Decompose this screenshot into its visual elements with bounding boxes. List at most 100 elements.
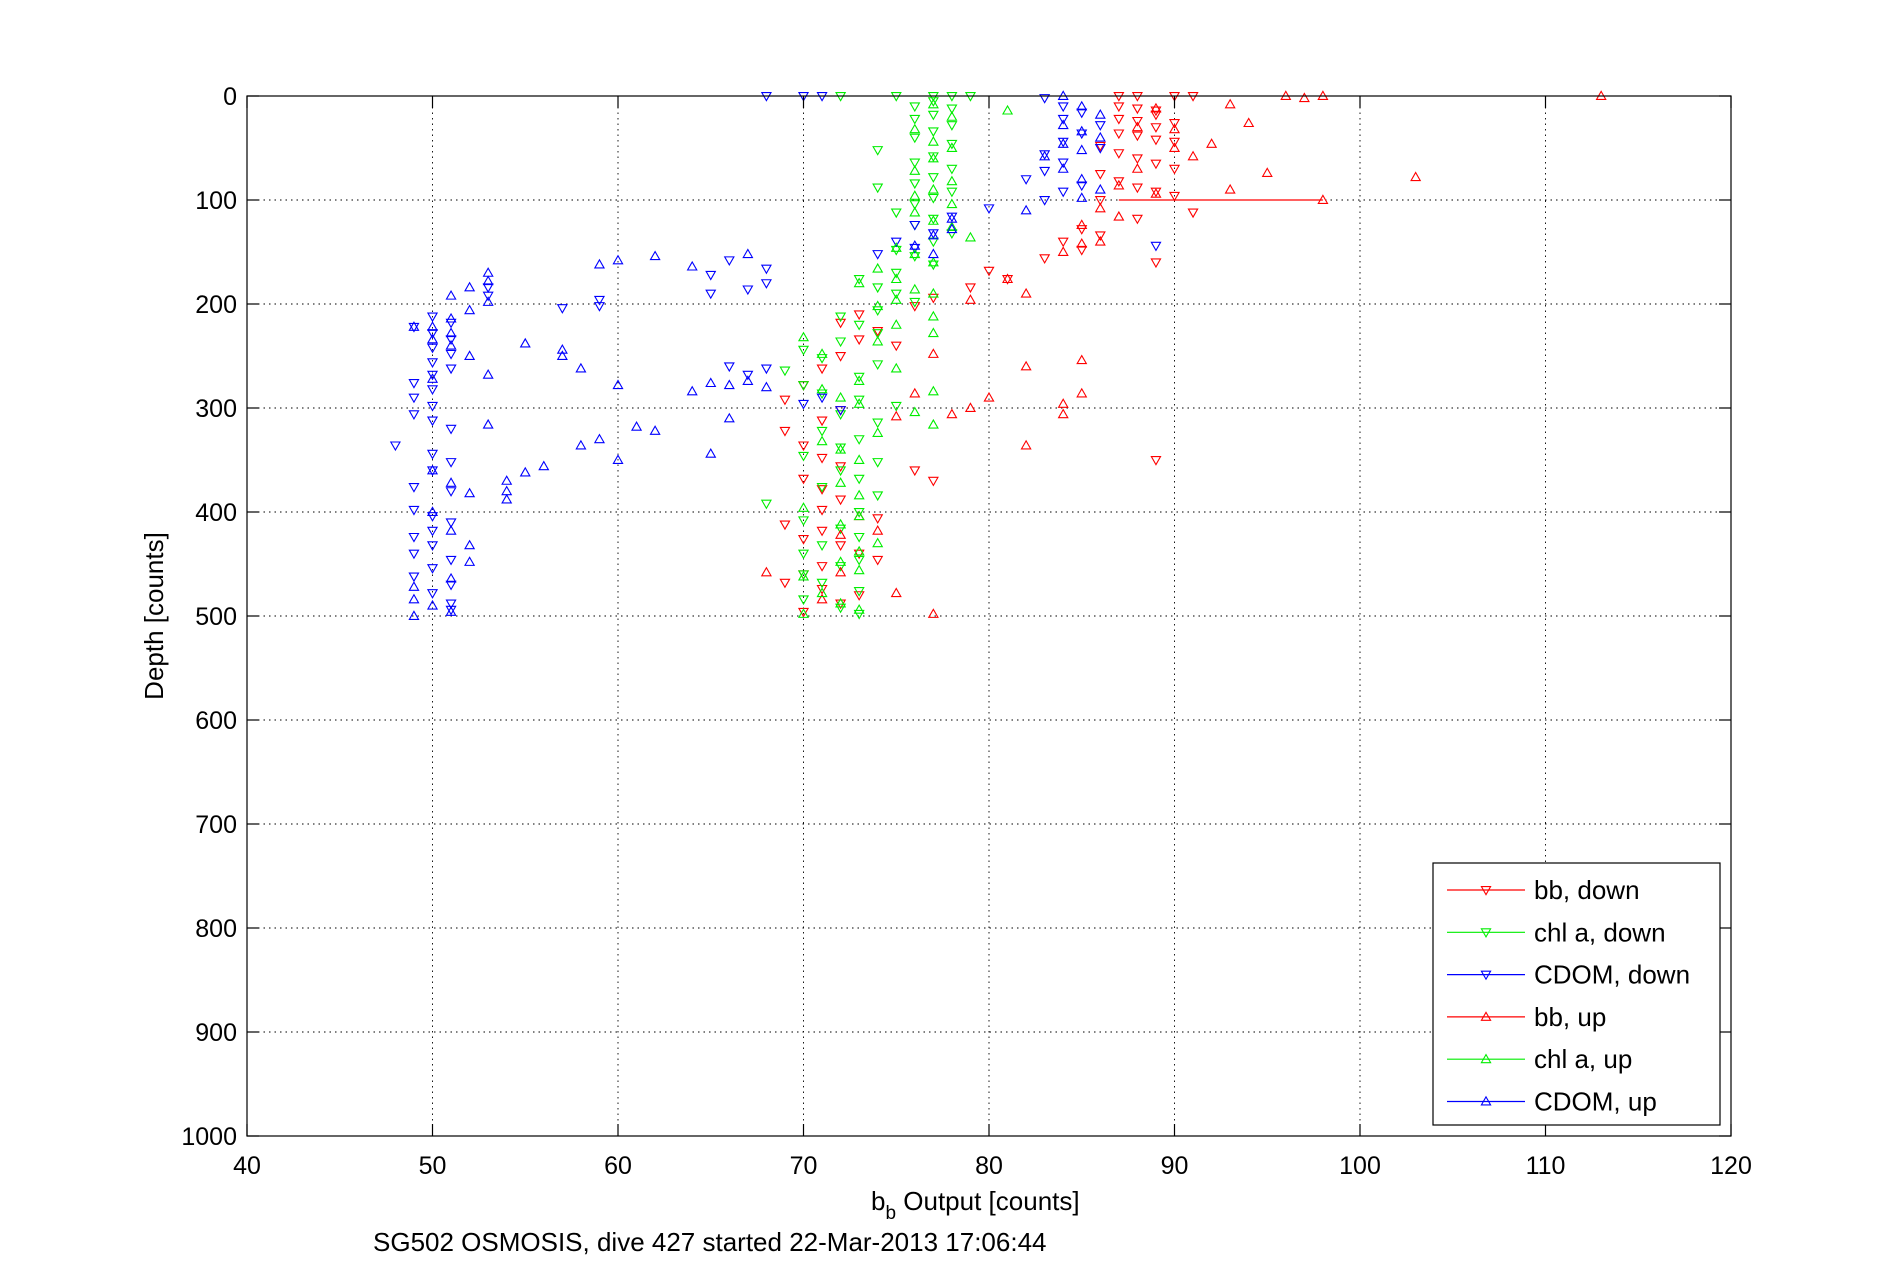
x-tick-label: 120	[1710, 1152, 1752, 1180]
data-point	[519, 337, 531, 348]
data-point	[927, 173, 939, 183]
data-point	[519, 466, 531, 477]
data-point	[445, 349, 457, 360]
data-point	[445, 487, 457, 497]
data-point	[426, 321, 439, 331]
data-point	[445, 327, 457, 338]
data-point	[779, 395, 791, 406]
data-point	[1094, 183, 1106, 194]
data-point	[779, 520, 791, 531]
data-point	[853, 435, 865, 445]
data-point	[853, 275, 865, 285]
data-point	[445, 477, 457, 487]
data-point	[705, 289, 717, 300]
series-group	[408, 90, 1106, 621]
data-point	[872, 329, 884, 339]
data-point	[872, 427, 884, 437]
y-axis-label: Depth [counts]	[139, 532, 169, 700]
data-point	[797, 345, 810, 356]
data-point	[426, 506, 439, 517]
data-point	[927, 136, 939, 146]
data-point	[927, 327, 939, 338]
data-point	[909, 387, 921, 398]
data-point	[835, 406, 847, 416]
x-tick-label: 90	[1161, 1152, 1189, 1180]
legend-marker	[1480, 928, 1492, 939]
data-point	[1150, 188, 1162, 198]
data-point	[797, 595, 810, 606]
data-point	[538, 460, 550, 471]
data-point	[649, 425, 661, 435]
data-point	[797, 451, 810, 462]
data-point	[816, 485, 828, 495]
data-point	[964, 402, 976, 413]
data-point	[890, 362, 902, 373]
data-point	[501, 475, 513, 485]
data-point	[686, 385, 698, 396]
data-point	[1002, 273, 1014, 284]
data-point	[1150, 159, 1162, 170]
data-point	[1057, 237, 1069, 248]
data-point	[872, 491, 884, 502]
data-point	[1094, 231, 1106, 242]
data-point	[593, 258, 605, 269]
data-point	[797, 502, 810, 512]
data-point	[760, 264, 772, 275]
data-point	[1224, 183, 1236, 194]
data-point	[1020, 287, 1032, 298]
data-point	[835, 566, 847, 577]
legend-box	[1432, 862, 1721, 1126]
data-point	[1317, 194, 1329, 204]
data-point	[909, 200, 921, 210]
data-point	[1131, 214, 1143, 225]
data-point	[816, 505, 828, 516]
data-point	[1057, 246, 1069, 256]
data-point	[426, 416, 439, 427]
data-point	[1168, 119, 1181, 129]
x-axis-label-subscript: b	[885, 1203, 896, 1224]
data-point	[1113, 129, 1125, 140]
data-point	[797, 381, 810, 391]
data-point	[1113, 179, 1125, 190]
data-point	[1168, 191, 1181, 202]
data-point	[649, 250, 661, 261]
data-point	[575, 439, 587, 450]
data-point	[872, 418, 884, 429]
y-tick-label: 1000	[181, 1123, 237, 1151]
data-point	[1150, 102, 1162, 113]
y-tick-label: 300	[195, 395, 237, 423]
data-point	[946, 111, 958, 121]
y-tick-label: 700	[195, 811, 237, 839]
data-point	[835, 529, 847, 539]
data-point	[1113, 102, 1125, 113]
y-tick-label: 900	[195, 1019, 237, 1047]
data-point	[742, 370, 754, 381]
data-point	[408, 505, 420, 516]
data-point	[872, 514, 884, 524]
data-point	[1150, 135, 1162, 146]
data-point	[464, 487, 476, 498]
data-point	[872, 327, 884, 337]
data-point	[853, 604, 865, 614]
data-point	[909, 133, 921, 144]
data-point	[482, 291, 494, 302]
data-point	[946, 164, 958, 175]
data-point	[705, 448, 717, 458]
data-point	[426, 329, 439, 339]
data-point	[445, 289, 457, 300]
x-tick-label: 110	[1526, 1152, 1566, 1180]
data-point	[723, 256, 735, 267]
data-point	[1094, 131, 1106, 142]
data-point	[612, 454, 624, 465]
data-point	[1150, 241, 1162, 252]
data-point	[1076, 354, 1088, 365]
data-point	[1076, 192, 1088, 202]
data-point	[612, 379, 624, 390]
data-point	[501, 493, 513, 504]
data-point	[964, 231, 976, 242]
legend-marker	[1480, 1011, 1492, 1021]
data-point	[927, 98, 939, 109]
data-point	[1187, 208, 1199, 219]
y-tick-label: 600	[195, 707, 237, 735]
x-axis-label-rest: Output [counts]	[896, 1186, 1080, 1216]
